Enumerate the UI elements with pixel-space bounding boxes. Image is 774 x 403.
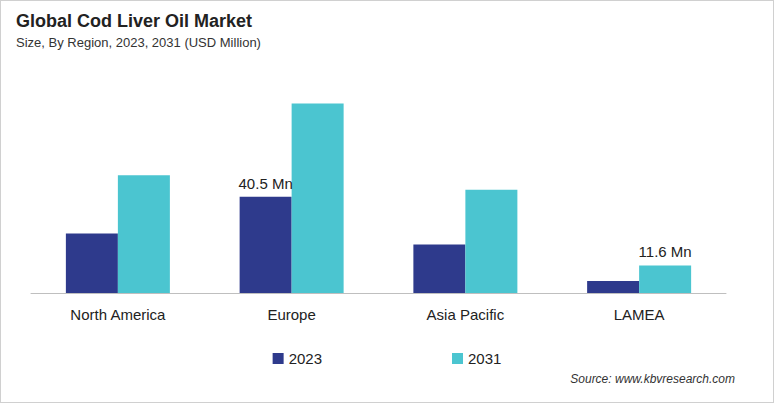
svg-text:Asia Pacific: Asia Pacific [427, 306, 505, 323]
svg-text:Size, By Region, 2023, 2031 (U: Size, By Region, 2023, 2031 (USD Million… [16, 35, 261, 50]
svg-text:Europe: Europe [267, 306, 315, 323]
svg-text:11.6 Mn: 11.6 Mn [639, 243, 692, 260]
svg-text:40.5 Mn: 40.5 Mn [239, 175, 293, 192]
svg-text:2031: 2031 [468, 350, 501, 367]
svg-text:Global Cod Liver Oil Market: Global Cod Liver Oil Market [16, 11, 252, 31]
svg-text:North America: North America [70, 306, 166, 323]
svg-text:LAMEA: LAMEA [614, 306, 665, 323]
svg-text:Source: www.kbvresearch.com: Source: www.kbvresearch.com [570, 372, 735, 386]
svg-text:2023: 2023 [289, 350, 322, 367]
